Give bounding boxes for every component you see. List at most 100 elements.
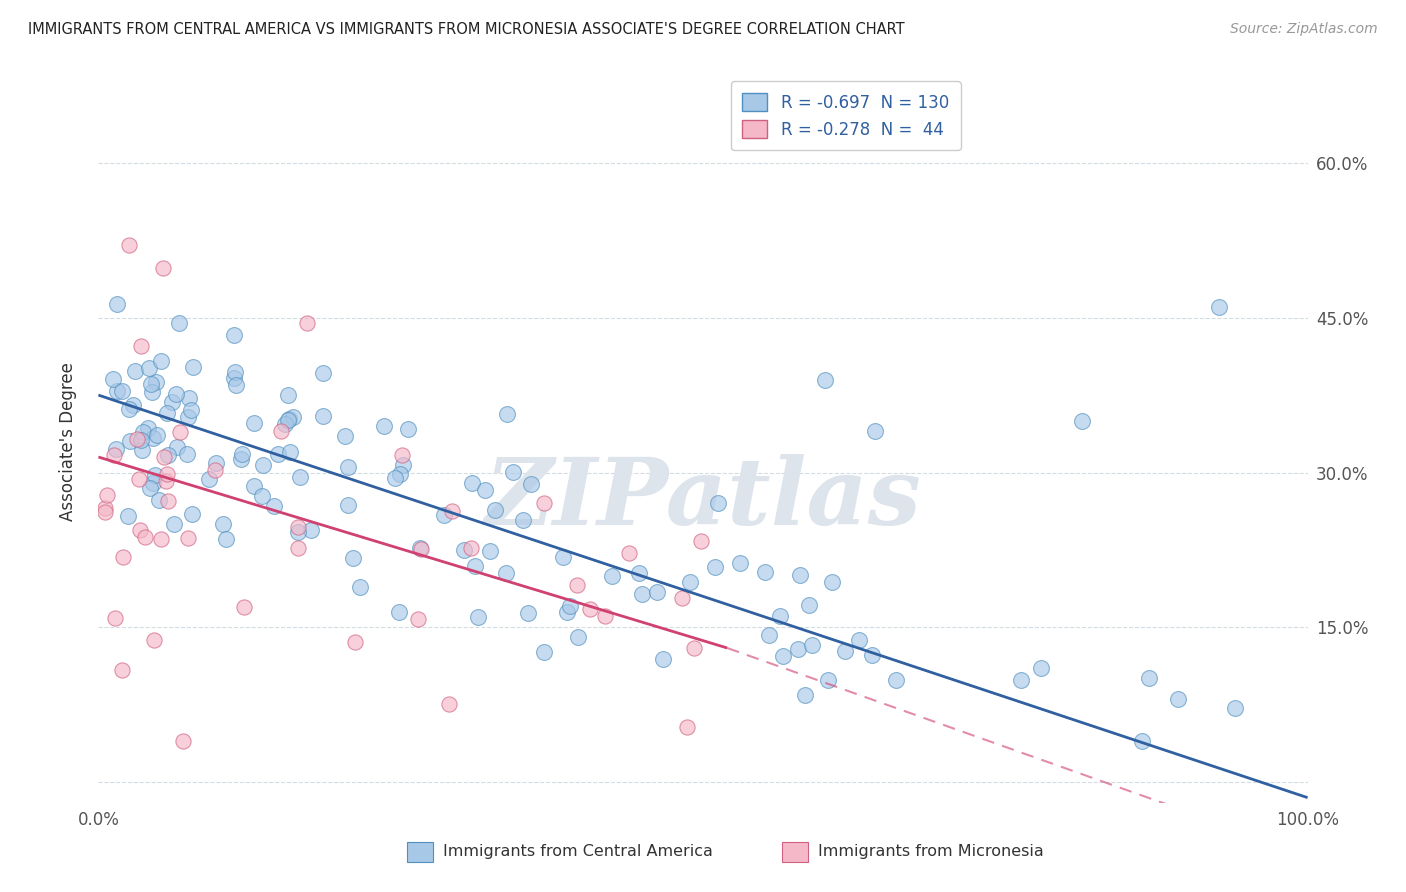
Point bbox=[863, 424, 886, 438]
Point bbox=[553, 550, 575, 565]
Point bbox=[105, 297, 128, 311]
Point bbox=[129, 339, 152, 353]
Point bbox=[166, 440, 188, 454]
Point bbox=[150, 532, 173, 546]
Point bbox=[118, 434, 141, 448]
Point bbox=[278, 412, 301, 426]
Point bbox=[169, 425, 191, 439]
Point bbox=[129, 523, 152, 537]
Point bbox=[277, 413, 299, 427]
Point bbox=[277, 388, 299, 402]
Point bbox=[337, 460, 360, 475]
Point bbox=[143, 468, 166, 483]
Point bbox=[391, 448, 413, 462]
Point bbox=[408, 612, 430, 626]
Point bbox=[388, 605, 411, 619]
Point bbox=[754, 565, 776, 579]
Point bbox=[205, 457, 228, 471]
Point bbox=[105, 442, 128, 456]
Point bbox=[479, 543, 502, 558]
Point bbox=[392, 458, 415, 472]
Point bbox=[627, 566, 650, 580]
Point bbox=[125, 432, 148, 446]
Point bbox=[1167, 692, 1189, 706]
Point bbox=[117, 402, 139, 417]
Y-axis label: Associate's Degree: Associate's Degree bbox=[59, 362, 77, 521]
Point bbox=[409, 541, 432, 555]
Point bbox=[396, 422, 419, 436]
Point bbox=[181, 359, 204, 374]
Point bbox=[1130, 734, 1153, 748]
Point bbox=[124, 364, 146, 378]
Point bbox=[565, 578, 588, 592]
Point bbox=[860, 648, 883, 663]
Point bbox=[142, 476, 165, 491]
Point bbox=[519, 477, 541, 491]
Point bbox=[312, 409, 335, 423]
Point bbox=[312, 366, 335, 380]
Point bbox=[474, 483, 496, 497]
Point bbox=[156, 467, 179, 482]
Point bbox=[533, 645, 555, 659]
Point bbox=[787, 641, 810, 656]
Point bbox=[167, 316, 190, 330]
Point bbox=[335, 429, 357, 443]
Point bbox=[283, 409, 305, 424]
Point bbox=[224, 365, 246, 379]
Point bbox=[101, 372, 124, 386]
Point bbox=[287, 541, 309, 555]
Point bbox=[139, 481, 162, 495]
Point bbox=[215, 533, 238, 547]
Point bbox=[1031, 661, 1053, 675]
Point bbox=[1071, 414, 1094, 428]
Point bbox=[152, 260, 174, 275]
Point bbox=[142, 431, 165, 445]
Point bbox=[1208, 301, 1230, 315]
Point bbox=[758, 628, 780, 642]
Point bbox=[848, 632, 870, 647]
Point bbox=[252, 458, 274, 473]
Text: IMMIGRANTS FROM CENTRAL AMERICA VS IMMIGRANTS FROM MICRONESIA ASSOCIATE'S DEGREE: IMMIGRANTS FROM CENTRAL AMERICA VS IMMIG… bbox=[28, 22, 904, 37]
Point bbox=[212, 516, 235, 531]
Text: ZIPatlas: ZIPatlas bbox=[485, 454, 921, 544]
Point bbox=[567, 630, 589, 644]
Point bbox=[179, 391, 201, 405]
Point bbox=[384, 471, 406, 485]
Point bbox=[103, 448, 125, 462]
Point bbox=[579, 601, 602, 615]
Point bbox=[645, 585, 668, 599]
Point bbox=[139, 377, 162, 392]
Point bbox=[651, 652, 673, 666]
Point bbox=[682, 641, 704, 656]
Point bbox=[157, 494, 180, 508]
Point bbox=[460, 541, 482, 555]
Point bbox=[165, 386, 187, 401]
Point bbox=[242, 417, 264, 431]
Point bbox=[461, 476, 484, 491]
Point bbox=[263, 500, 285, 514]
Point bbox=[814, 373, 837, 387]
Point bbox=[267, 447, 290, 461]
Point bbox=[440, 504, 463, 518]
Point bbox=[690, 534, 713, 549]
Point bbox=[138, 360, 160, 375]
Point bbox=[117, 508, 139, 523]
Point bbox=[131, 442, 153, 457]
Point bbox=[224, 327, 246, 342]
Point bbox=[233, 600, 256, 615]
Point bbox=[136, 421, 159, 435]
Point bbox=[146, 428, 169, 442]
Point bbox=[153, 450, 176, 464]
Point bbox=[496, 407, 519, 421]
Point bbox=[287, 525, 309, 540]
Point bbox=[794, 688, 817, 702]
Point bbox=[229, 451, 252, 466]
Point bbox=[555, 605, 578, 619]
Point bbox=[145, 375, 167, 389]
Point bbox=[772, 648, 794, 663]
Point bbox=[834, 644, 856, 658]
Point bbox=[295, 316, 318, 330]
Point bbox=[94, 501, 117, 516]
Point bbox=[105, 384, 128, 398]
Point bbox=[160, 395, 183, 409]
